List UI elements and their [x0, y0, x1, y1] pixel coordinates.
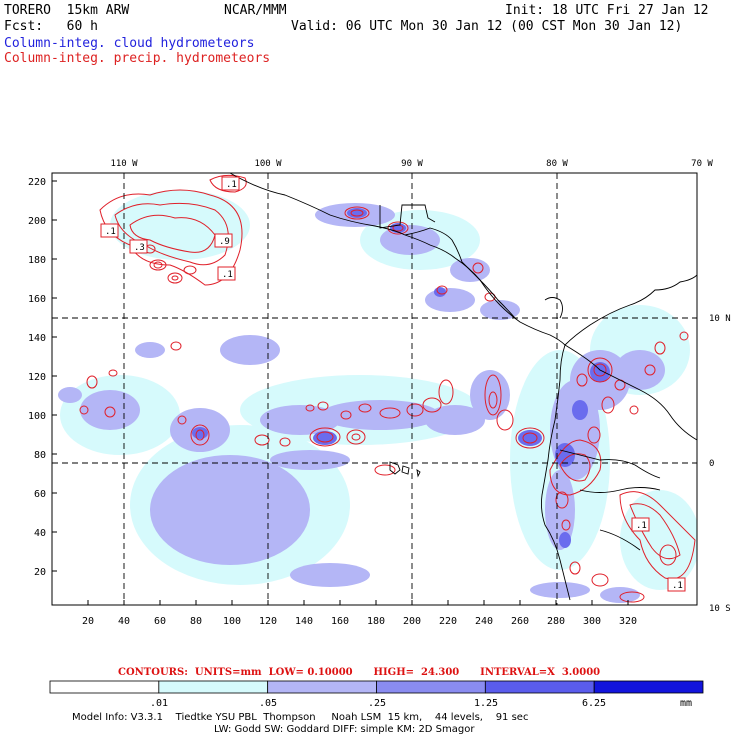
x-tick-label: 60 [154, 616, 166, 627]
top-lon-labels: 110 W 100 W 90 W 80 W 70 W [110, 159, 713, 169]
x-tick-label: 20 [82, 616, 94, 627]
y-tick-label: 180 [28, 255, 46, 266]
x-tick-label: 260 [511, 616, 529, 627]
x-tick-label: 140 [295, 616, 313, 627]
field-precip-title: Column-integ. precip. hydrometeors [4, 51, 271, 66]
x-tick-label: 120 [259, 616, 277, 627]
lon-label: 100 W [254, 159, 282, 169]
colorbar-units: mm [680, 698, 692, 709]
colorbar-ticks: .01 .05 .25 1.25 6.25 mm [150, 698, 692, 709]
colorbar-tick: .25 [368, 698, 386, 709]
colorbar [49, 680, 704, 694]
lat-label: 0 [709, 459, 714, 469]
contour-label: .1 [672, 581, 683, 591]
colorbar-tick: 1.25 [474, 698, 498, 709]
lon-label: 110 W [110, 159, 138, 169]
y-tick-label: 120 [28, 372, 46, 383]
x-tick-label: 160 [331, 616, 349, 627]
y-tick-label: 160 [28, 294, 46, 305]
x-tick-label: 220 [439, 616, 457, 627]
contour-label: .9 [219, 237, 230, 247]
coastlines [229, 173, 697, 601]
lon-label: 80 W [546, 159, 568, 169]
y-tick-label: 40 [34, 528, 46, 539]
contour-label: .1 [105, 227, 116, 237]
y-tick-label: 200 [28, 216, 46, 227]
contour-label: .1 [636, 521, 647, 531]
colorbar-swatch [158, 680, 269, 694]
cloud-shading [58, 190, 697, 603]
colorbar-tick: .01 [150, 698, 168, 709]
contour-labels: .1 .1 .3 .9 .1 .1 .1 [100, 176, 686, 592]
precip-contours [79, 174, 696, 603]
x-tick-label: 300 [583, 616, 601, 627]
x-tick-label: 180 [367, 616, 385, 627]
x-tick-label: 40 [118, 616, 130, 627]
model-info-line2: LW: Godd SW: Goddard DIFF: simple KM: 2D… [214, 724, 475, 735]
contour-label: .3 [134, 243, 145, 253]
colorbar-swatch [593, 680, 704, 694]
y-tick-label: 140 [28, 333, 46, 344]
x-tick-label: 320 [619, 616, 637, 627]
y-tick-label: 100 [28, 411, 46, 422]
right-lat-labels: 10 N 0 10 S [709, 314, 731, 614]
y-axis-ticks: 220 200 180 160 140 120 100 80 60 40 20 [28, 177, 57, 578]
contour-label: .1 [226, 180, 237, 190]
model-info-line1: Model Info: V3.3.1 Tiedtke YSU PBL Thomp… [72, 712, 529, 723]
colorbar-swatch [267, 680, 377, 694]
x-tick-label: 280 [547, 616, 565, 627]
contour-label: .1 [222, 270, 233, 280]
field-cloud-title: Column-integ. cloud hydrometeors [4, 36, 255, 51]
lon-label: 90 W [401, 159, 423, 169]
y-tick-label: 60 [34, 489, 46, 500]
x-tick-label: 80 [190, 616, 202, 627]
forecast-hour: Fcst: 60 h [4, 19, 98, 34]
colorbar-swatch [484, 680, 595, 694]
y-tick-label: 20 [34, 567, 46, 578]
contours-info: CONTOURS: UNITS=mm LOW= 0.10000 HIGH= 24… [118, 667, 601, 678]
x-tick-label: 240 [475, 616, 493, 627]
center-name: NCAR/MMM [224, 3, 287, 18]
init-time: Init: 18 UTC Fri 27 Jan 12 [505, 3, 709, 18]
plot-frame [51, 172, 698, 606]
latlon-grid [52, 173, 697, 605]
lat-label: 10 S [709, 604, 731, 614]
x-axis-ticks: 20 40 60 80 100 120 140 160 180 200 220 240 260 280 30… [82, 600, 637, 627]
colorbar-tick: .05 [259, 698, 277, 709]
lat-label: 10 N [709, 314, 731, 324]
lon-label: 70 W [691, 159, 713, 169]
x-tick-label: 100 [223, 616, 241, 627]
colorbar-swatch [376, 680, 486, 694]
y-tick-label: 220 [28, 177, 46, 188]
y-tick-label: 80 [34, 450, 46, 461]
valid-time: Valid: 06 UTC Mon 30 Jan 12 (00 CST Mon … [291, 19, 683, 34]
colorbar-tick: 6.25 [582, 698, 606, 709]
model-name: TORERO 15km ARW [4, 3, 130, 18]
colorbar-swatch [49, 680, 160, 694]
x-tick-label: 200 [403, 616, 421, 627]
